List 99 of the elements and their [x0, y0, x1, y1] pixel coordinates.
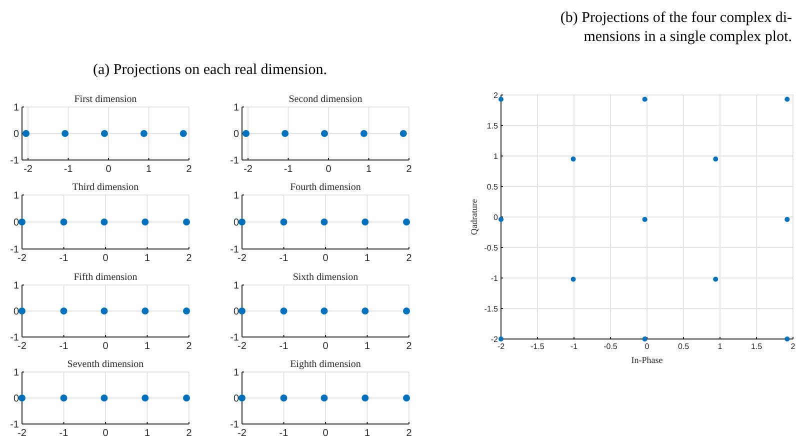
- chart-title: Seventh dimension: [67, 359, 144, 370]
- y-tick-label: 1: [233, 190, 240, 202]
- y-tick-label: 0: [13, 306, 20, 318]
- x-tick-label: 2: [406, 341, 412, 352]
- chart-title: Fifth dimension: [74, 272, 138, 283]
- y-tick-label: 1: [13, 102, 20, 114]
- y-tick-label: -1.5: [484, 304, 499, 314]
- x-tick-label: 0: [102, 341, 109, 352]
- x-tick-label: -1: [59, 428, 69, 439]
- x-axis-title: In-Phase: [631, 355, 663, 365]
- x-tick-label: -1: [279, 428, 289, 439]
- y-tick-label: 1: [494, 152, 499, 161]
- y-tick-label: 0: [13, 129, 20, 140]
- x-tick-label: 2: [406, 428, 412, 439]
- x-tick-label: 0: [322, 253, 329, 264]
- point: [570, 276, 576, 282]
- y-tick-label: -1: [230, 420, 240, 430]
- y-tick-label: 1: [233, 368, 240, 378]
- y-tick-label: 2: [494, 90, 499, 100]
- y-tick-label: 0: [233, 129, 240, 140]
- y-tick-label: -1: [490, 274, 499, 283]
- x-tick-label: 0: [322, 428, 329, 439]
- chart-title: Eighth dimension: [290, 359, 361, 370]
- x-tick-label: -1: [59, 253, 69, 264]
- y-tick-label: -0.5: [484, 243, 499, 252]
- chart-title: Second dimension: [288, 94, 362, 105]
- x-tick-label: 1: [144, 341, 150, 352]
- x-tick-label: 2: [186, 428, 192, 439]
- text: (a) Projections on each real dimension.: [92, 62, 328, 78]
- y-tick-label: 1: [13, 280, 20, 292]
- chart-title: (b) Projections of the four complex di- mensions in a single complex plot.: [560, 10, 792, 45]
- point: [498, 216, 504, 222]
- x-tick-label: -1: [284, 164, 294, 175]
- y-tick-label: -1: [230, 332, 240, 344]
- x-tick-label: 2: [186, 253, 192, 264]
- y-tick-label: -1: [10, 420, 20, 430]
- y-tick-label: 0: [13, 218, 20, 228]
- x-tick-label: 0.5: [678, 342, 690, 351]
- y-tick-label: -1: [10, 332, 20, 344]
- x-tick-label: -1: [570, 342, 578, 351]
- x-tick-label: 2: [186, 341, 192, 352]
- x-tick-label: 1: [364, 253, 370, 264]
- x-tick-label: 2: [790, 342, 796, 351]
- point: [784, 336, 790, 342]
- x-tick-label: 2: [406, 164, 412, 175]
- point: [784, 96, 790, 102]
- y-tick-label: -1: [10, 156, 20, 166]
- y-tick-label: 0: [13, 394, 20, 404]
- x-tick-label: -1.5: [530, 342, 545, 351]
- point: [642, 336, 648, 342]
- x-tick-label: 0: [644, 342, 650, 351]
- point: [642, 96, 648, 102]
- x-tick-label: -1: [59, 341, 69, 352]
- point: [713, 156, 718, 162]
- y-tick-label: 1: [233, 280, 240, 292]
- point: [642, 216, 648, 222]
- chart-title: Fourth dimension: [290, 182, 361, 193]
- y-tick-label: 0: [233, 218, 240, 228]
- y-tick-label: 1.5: [486, 121, 499, 130]
- x-tick-label: 0: [326, 164, 332, 175]
- x-tick-label: 0: [102, 253, 109, 264]
- point: [784, 216, 790, 222]
- x-tick-label: -1: [279, 253, 289, 264]
- y-tick-label: -1: [230, 244, 240, 256]
- point: [570, 156, 576, 162]
- x-tick-label: 0: [102, 428, 109, 439]
- x-tick-label: 1: [364, 428, 370, 439]
- x-tick-label: -1: [279, 341, 289, 352]
- y-tick-label: 0: [494, 212, 499, 222]
- y-tick-label: -1: [230, 156, 240, 166]
- y-tick-label: 0: [233, 306, 240, 318]
- chart-title: Third dimension: [72, 182, 139, 193]
- x-tick-label: 0: [322, 341, 329, 352]
- x-tick-label: 2: [406, 253, 412, 264]
- x-tick-label: 0: [106, 164, 112, 175]
- y-tick-label: 1: [13, 190, 20, 202]
- y-tick-label: 1: [13, 368, 20, 378]
- y-tick-label: 0: [233, 394, 240, 404]
- x-tick-label: 1: [144, 428, 150, 439]
- chart-title: First dimension: [74, 94, 137, 105]
- x-tick-label: -1: [64, 164, 74, 175]
- y-tick-label: 1: [233, 102, 240, 114]
- point: [713, 276, 718, 282]
- x-tick-label: 1: [366, 164, 372, 175]
- y-axis-title: Qadrature: [469, 199, 479, 235]
- x-tick-label: -2: [24, 164, 33, 175]
- x-tick-label: 1: [364, 341, 370, 352]
- x-tick-label: 1: [718, 342, 723, 351]
- y-tick-label: -2: [490, 334, 499, 344]
- x-tick-label: 1: [146, 164, 152, 175]
- chart-title: Sixth dimension: [292, 272, 358, 283]
- x-tick-label: 2: [186, 164, 192, 175]
- x-tick-label: 1: [144, 253, 150, 264]
- y-tick-label: 0.5: [486, 182, 499, 192]
- x-tick-label: -0.5: [604, 342, 618, 351]
- point: [498, 96, 504, 102]
- x-tick-label: 1.5: [750, 342, 763, 351]
- y-tick-label: -1: [10, 244, 20, 256]
- x-tick-label: -2: [244, 164, 253, 175]
